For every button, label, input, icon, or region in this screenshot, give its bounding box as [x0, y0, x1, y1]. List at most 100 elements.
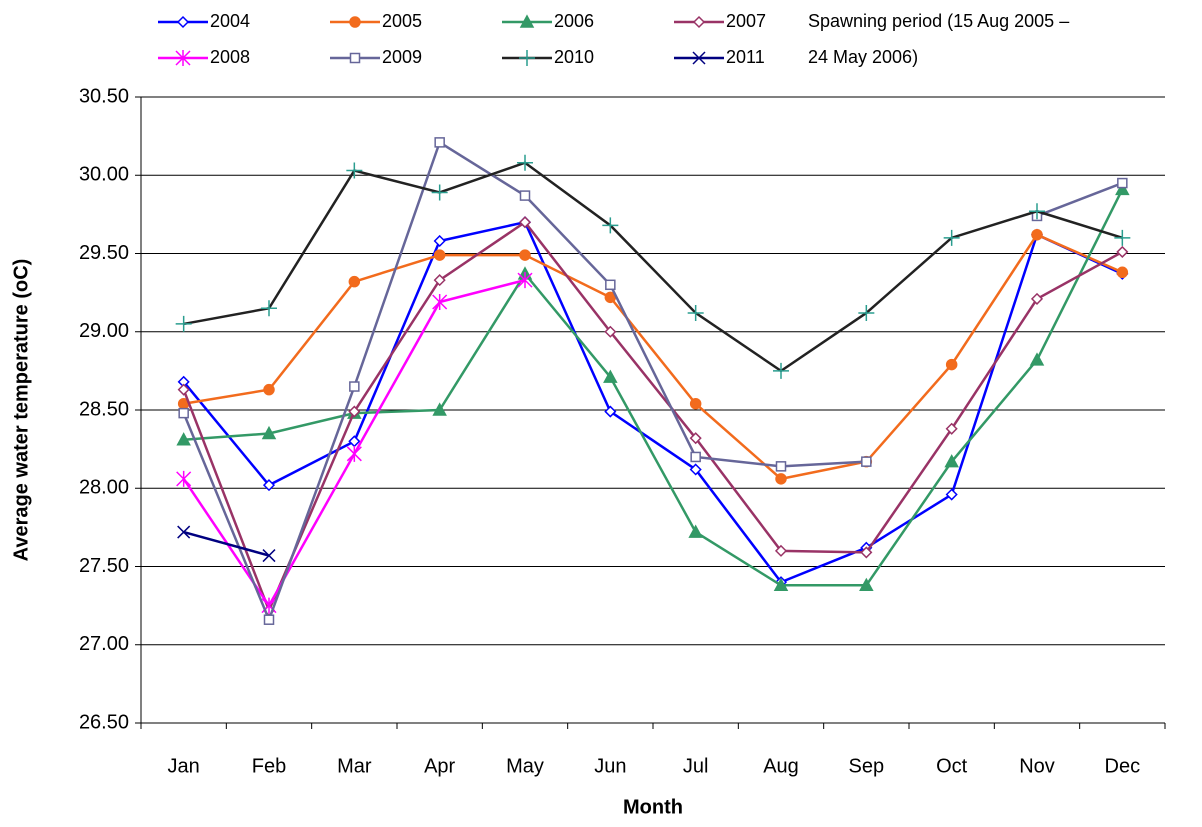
marker: [518, 216, 532, 229]
marker: [1029, 203, 1045, 220]
y-tick-label: 30.00: [79, 164, 129, 186]
marker: [176, 432, 191, 446]
marker: [263, 614, 275, 625]
marker: [519, 249, 531, 261]
x-tick-label: Jun: [594, 755, 626, 777]
marker: [775, 461, 787, 472]
legend-label: 2008: [210, 47, 250, 67]
x-tick-label: Nov: [1019, 755, 1055, 777]
x-tick-label: Jul: [683, 755, 709, 777]
marker: [605, 279, 616, 291]
x-tick-label: Aug: [763, 755, 799, 777]
marker: [690, 451, 701, 463]
marker: [261, 425, 277, 440]
x-tick-label: May: [506, 755, 544, 777]
marker: [346, 162, 363, 179]
y-tick-label: 26.50: [79, 711, 129, 733]
x-tick-label: Mar: [337, 755, 372, 777]
legend-marker: [692, 51, 706, 65]
series-line: [183, 233, 1123, 481]
marker: [602, 217, 619, 234]
marker: [1031, 228, 1043, 241]
marker: [604, 405, 617, 418]
marker: [689, 463, 702, 476]
marker: [348, 435, 361, 448]
marker: [262, 549, 276, 563]
marker: [945, 422, 958, 435]
marker: [263, 383, 275, 396]
marker: [519, 190, 531, 201]
annotation: 24 May 2006): [808, 47, 918, 67]
marker: [1115, 181, 1130, 196]
x-tick-label: Oct: [936, 755, 968, 777]
marker: [687, 304, 704, 321]
marker: [1029, 352, 1045, 366]
marker: [688, 524, 703, 538]
marker: [858, 304, 875, 321]
legend-marker: [519, 50, 535, 66]
series-line: [183, 530, 270, 557]
x-tick-label: Feb: [252, 755, 286, 777]
x-tick-label: Sep: [849, 755, 885, 777]
marker: [773, 577, 789, 592]
marker: [178, 407, 189, 419]
annotation: Spawning period (15 Aug 2005 –: [808, 11, 1069, 31]
y-tick-label: 28.00: [79, 477, 129, 499]
marker: [1114, 229, 1131, 246]
marker: [348, 275, 361, 288]
marker: [431, 184, 448, 201]
series-line: [182, 220, 1123, 584]
marker: [860, 546, 873, 559]
marker: [945, 488, 958, 501]
marker: [944, 454, 959, 468]
marker: [346, 445, 362, 462]
marker: [432, 294, 448, 311]
y-tick-label: 28.50: [79, 398, 129, 420]
legend-marker: [692, 15, 706, 29]
y-tick-label: 29.50: [79, 242, 129, 264]
y-tick-label: 27.00: [79, 633, 129, 655]
legend-label: 2009: [382, 47, 422, 67]
legend-label: 2010: [554, 47, 594, 67]
marker: [603, 369, 618, 383]
marker: [261, 300, 277, 317]
legend-marker: [349, 16, 361, 28]
marker: [774, 544, 788, 557]
x-tick-label: Dec: [1105, 755, 1141, 777]
marker: [775, 473, 787, 485]
marker: [689, 432, 702, 445]
marker: [433, 249, 446, 261]
y-tick-label: 29.00: [79, 320, 129, 342]
legend-label: 2007: [726, 11, 766, 31]
marker: [943, 229, 960, 246]
marker: [773, 362, 789, 379]
marker: [432, 402, 447, 416]
marker: [1116, 266, 1129, 279]
marker: [517, 272, 533, 289]
marker: [861, 456, 872, 467]
y-tick-label: 30.50: [79, 85, 129, 107]
series-line: [182, 220, 1123, 614]
marker: [348, 405, 361, 418]
marker: [945, 358, 958, 371]
legend-marker: [176, 15, 190, 29]
marker: [177, 525, 191, 539]
x-tick-label: Jan: [168, 755, 200, 777]
y-axis-title: Average water temperature (oC): [10, 259, 32, 562]
marker: [859, 577, 874, 592]
series-line: [183, 161, 1123, 373]
legend-label: 2004: [210, 11, 250, 31]
legend-label: 2006: [554, 11, 594, 31]
marker: [433, 274, 446, 287]
x-tick-label: Apr: [424, 755, 455, 777]
legend-label: 2005: [382, 11, 422, 31]
marker: [1117, 177, 1128, 189]
marker: [604, 325, 617, 338]
marker: [262, 479, 276, 492]
marker: [1116, 245, 1129, 258]
legend-marker: [519, 14, 535, 28]
marker: [175, 315, 192, 332]
y-tick-label: 27.50: [79, 555, 129, 577]
legend-label: 2011: [726, 47, 765, 67]
